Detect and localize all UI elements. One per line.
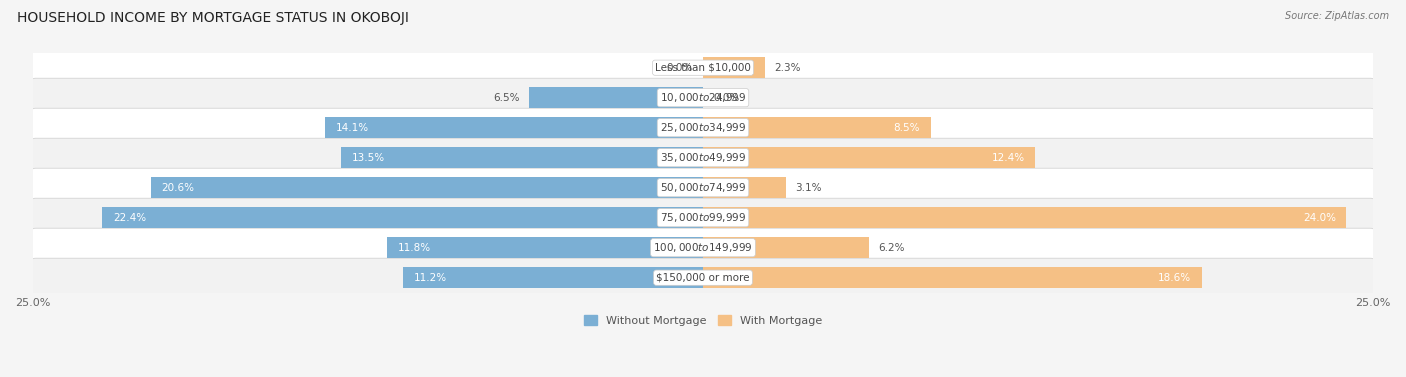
Text: HOUSEHOLD INCOME BY MORTGAGE STATUS IN OKOBOJI: HOUSEHOLD INCOME BY MORTGAGE STATUS IN O… — [17, 11, 409, 25]
Bar — [703, 238, 869, 258]
Text: 18.6%: 18.6% — [1159, 273, 1191, 283]
FancyBboxPatch shape — [31, 108, 1375, 147]
Text: 8.5%: 8.5% — [894, 123, 920, 133]
Text: $10,000 to $24,999: $10,000 to $24,999 — [659, 91, 747, 104]
Text: $35,000 to $49,999: $35,000 to $49,999 — [659, 151, 747, 164]
Bar — [150, 178, 703, 198]
Text: 24.0%: 24.0% — [1303, 213, 1336, 223]
Text: 6.5%: 6.5% — [494, 93, 519, 103]
Bar — [342, 147, 703, 168]
Text: 20.6%: 20.6% — [162, 183, 194, 193]
FancyBboxPatch shape — [31, 228, 1375, 267]
FancyBboxPatch shape — [31, 138, 1375, 177]
Text: $50,000 to $74,999: $50,000 to $74,999 — [659, 181, 747, 194]
Text: Source: ZipAtlas.com: Source: ZipAtlas.com — [1285, 11, 1389, 21]
Bar — [103, 207, 703, 228]
Text: $75,000 to $99,999: $75,000 to $99,999 — [659, 211, 747, 224]
Text: $25,000 to $34,999: $25,000 to $34,999 — [659, 121, 747, 134]
Text: 11.8%: 11.8% — [398, 243, 430, 253]
Text: 12.4%: 12.4% — [991, 153, 1025, 163]
Text: Less than $10,000: Less than $10,000 — [655, 63, 751, 73]
Text: 0.0%: 0.0% — [666, 63, 692, 73]
Text: 13.5%: 13.5% — [352, 153, 385, 163]
FancyBboxPatch shape — [31, 168, 1375, 207]
Text: 2.3%: 2.3% — [775, 63, 800, 73]
Bar — [325, 118, 703, 138]
FancyBboxPatch shape — [31, 198, 1375, 237]
Text: $100,000 to $149,999: $100,000 to $149,999 — [654, 241, 752, 254]
Bar — [529, 87, 703, 108]
Text: 11.2%: 11.2% — [413, 273, 447, 283]
Bar — [703, 178, 786, 198]
Text: 3.1%: 3.1% — [796, 183, 823, 193]
FancyBboxPatch shape — [31, 78, 1375, 117]
Bar — [703, 58, 765, 78]
Text: 6.2%: 6.2% — [879, 243, 905, 253]
FancyBboxPatch shape — [31, 258, 1375, 297]
Bar — [703, 118, 931, 138]
Text: $150,000 or more: $150,000 or more — [657, 273, 749, 283]
Text: 22.4%: 22.4% — [112, 213, 146, 223]
Bar — [703, 268, 1202, 288]
Text: 14.1%: 14.1% — [336, 123, 368, 133]
Text: 0.0%: 0.0% — [714, 93, 740, 103]
Bar — [703, 207, 1347, 228]
Bar — [703, 147, 1035, 168]
Bar — [402, 268, 703, 288]
Legend: Without Mortgage, With Mortgage: Without Mortgage, With Mortgage — [579, 311, 827, 330]
FancyBboxPatch shape — [31, 48, 1375, 87]
Bar — [387, 238, 703, 258]
